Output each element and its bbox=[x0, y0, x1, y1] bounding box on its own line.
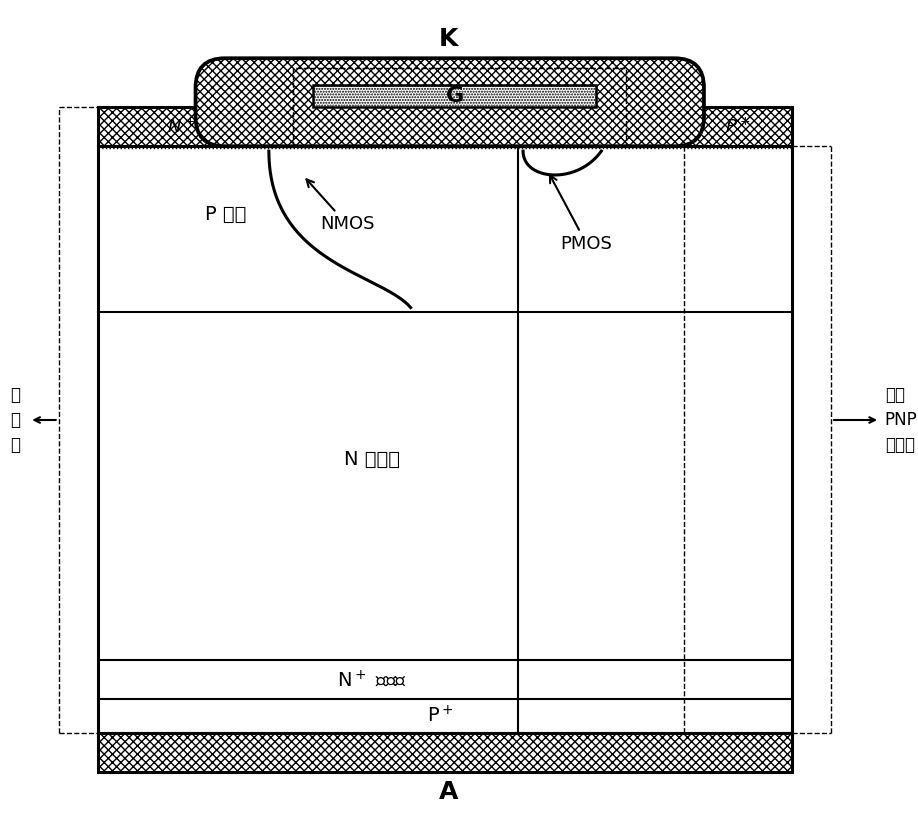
Text: A: A bbox=[439, 780, 458, 804]
Text: PMOS: PMOS bbox=[550, 176, 612, 253]
Bar bbox=[313, 85, 597, 108]
Text: G: G bbox=[445, 86, 464, 106]
Bar bbox=[294, 68, 626, 146]
Text: P 基区: P 基区 bbox=[206, 205, 247, 224]
FancyBboxPatch shape bbox=[196, 58, 704, 146]
Text: $N^+$: $N^+$ bbox=[167, 117, 196, 136]
Text: N 漂移区: N 漂移区 bbox=[343, 449, 399, 469]
Text: 寄生
PNP
晶体管: 寄生 PNP 晶体管 bbox=[885, 386, 918, 454]
Bar bbox=[98, 732, 792, 772]
Text: K: K bbox=[439, 27, 458, 50]
Text: $P^+$: $P^+$ bbox=[725, 117, 751, 136]
Text: 晶
闸
管: 晶 闸 管 bbox=[11, 386, 20, 454]
Text: N$^+$ 缓冲区: N$^+$ 缓冲区 bbox=[337, 669, 407, 690]
Text: NMOS: NMOS bbox=[307, 180, 375, 234]
Bar bbox=[98, 108, 792, 146]
Bar bbox=[98, 146, 792, 732]
Text: P$^+$: P$^+$ bbox=[427, 705, 453, 726]
Bar bbox=[313, 85, 597, 108]
